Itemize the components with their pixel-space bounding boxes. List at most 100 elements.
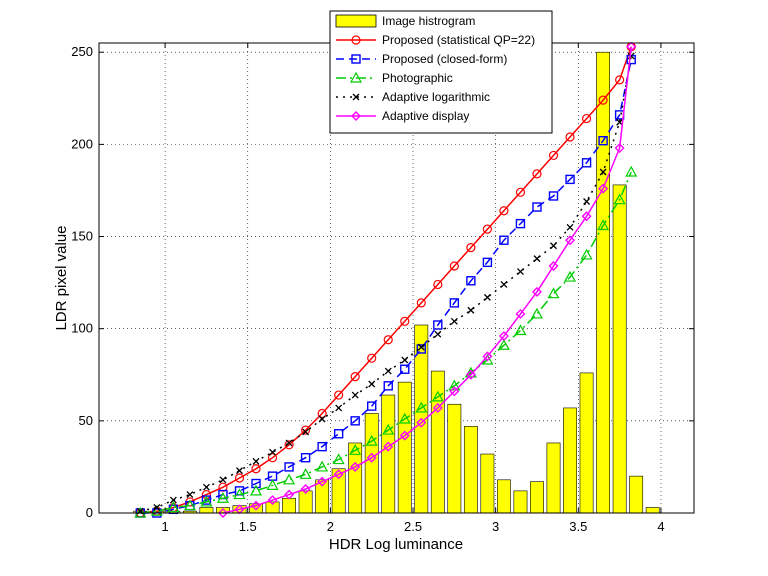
x-tick-label-5: 3.5 — [569, 519, 587, 534]
series-0-point-27 — [581, 113, 592, 124]
y-tick-label-3: 150 — [71, 229, 93, 244]
series-2-point-17 — [415, 401, 428, 413]
series-3-point-15 — [384, 367, 392, 375]
x-tick-label-0: 1 — [161, 519, 168, 534]
histogram-bar-25 — [546, 442, 561, 514]
series-3-point-24 — [533, 255, 541, 263]
series-0-point-7 — [251, 464, 261, 474]
series-3-point-1 — [153, 504, 161, 511]
series-3-point-2 — [169, 496, 177, 504]
histogram-bar-23 — [513, 490, 528, 514]
series-2-point-10 — [299, 468, 312, 479]
histogram-bar-21 — [480, 453, 495, 514]
series-0-point-9 — [284, 440, 294, 450]
series-4-point-8 — [350, 461, 361, 472]
series-3-point-27 — [583, 198, 591, 205]
series-0-point-11 — [317, 408, 327, 419]
y-tick-label-0: 0 — [86, 505, 93, 520]
series-1-point-12 — [333, 429, 344, 439]
series-0-point-20 — [466, 242, 476, 253]
series-4-point-18 — [515, 308, 526, 319]
series-2-point-22 — [497, 339, 510, 350]
series-2-point-19 — [448, 379, 461, 391]
series-0-point-29 — [615, 75, 625, 85]
legend-label-1: Proposed (statistical QP=22) — [382, 33, 535, 47]
series-0-point-16 — [400, 316, 410, 326]
series-4-point-15 — [465, 369, 476, 380]
series-1-point-24 — [532, 202, 542, 212]
histogram-bars — [133, 51, 660, 514]
series-1-point-20 — [466, 276, 476, 286]
series-0-point-24 — [532, 169, 542, 179]
x-tick-label-4: 3 — [492, 519, 499, 534]
series-2-point-7 — [249, 484, 263, 496]
histogram-bar-28 — [596, 51, 611, 514]
series-3-point-9 — [285, 439, 293, 447]
series-0-point-17 — [416, 298, 426, 308]
series-1-point-18 — [433, 320, 443, 330]
histogram-bar-9 — [282, 497, 296, 514]
x-axis-label: HDR Log luminance — [329, 536, 463, 553]
series-2-point-3 — [183, 499, 196, 511]
series-1-point-26 — [565, 174, 575, 185]
series-0-point-18 — [433, 279, 443, 290]
legend-label-5: Adaptive display — [382, 109, 469, 123]
series-4-point-25 — [626, 41, 637, 52]
series-2-point-12 — [332, 453, 345, 465]
series-4-point-21 — [565, 235, 576, 246]
series-line-2 — [140, 171, 632, 514]
histogram-bar-16 — [397, 381, 412, 514]
histogram-bar-14 — [364, 413, 379, 514]
histogram-bar-31 — [645, 507, 660, 514]
series-3-point-11 — [318, 415, 326, 423]
legend-marker-5 — [351, 111, 361, 121]
series-4-point-0 — [217, 508, 228, 518]
legend-marker-2 — [351, 54, 361, 64]
series-2-point-25 — [547, 287, 560, 299]
series-2-point-16 — [398, 412, 411, 424]
series-4-point-4 — [284, 489, 295, 500]
x-tick-label-3: 2.5 — [404, 519, 422, 534]
series-2-point-15 — [382, 423, 395, 435]
series-1-point-25 — [548, 191, 559, 201]
series-2-point-11 — [316, 460, 329, 472]
series-1-point-17 — [416, 344, 426, 354]
series-4-point-24 — [614, 143, 625, 154]
series-0-point-6 — [234, 473, 245, 483]
series-2-point-18 — [431, 390, 444, 402]
series-3-point-14 — [368, 380, 376, 388]
series-4-point-13 — [432, 402, 443, 413]
series-0-point-14 — [367, 353, 377, 363]
series-3-point-17 — [417, 343, 425, 351]
series-0-point-23 — [515, 187, 526, 197]
series-3-point-13 — [351, 391, 359, 399]
y-tick-label-1: 50 — [79, 413, 93, 428]
series-4-point-14 — [449, 386, 460, 397]
histogram-bar-27 — [579, 372, 594, 514]
series-4-point-16 — [482, 351, 493, 362]
series-2 — [134, 165, 638, 518]
series-3-point-28 — [599, 168, 607, 176]
series-0-point-8 — [267, 453, 278, 463]
series-4-point-20 — [548, 261, 559, 272]
series-4-point-10 — [383, 441, 394, 452]
y-tick-label-2: 100 — [71, 321, 93, 336]
series-4-point-12 — [416, 417, 427, 428]
series-4-point-11 — [399, 430, 410, 441]
legend-box — [329, 10, 553, 134]
series-1-point-27 — [581, 158, 592, 168]
series-1-point-15 — [383, 381, 393, 391]
series-4-point-3 — [267, 495, 278, 506]
series-3-point-5 — [219, 476, 227, 484]
series-1-point-14 — [367, 401, 377, 411]
series-2-point-26 — [564, 270, 577, 282]
series-3-point-26 — [566, 223, 574, 231]
series-4-point-17 — [498, 331, 509, 342]
series-4-point-19 — [531, 286, 542, 297]
legend: Image histrogram Proposed (statistical QP… — [329, 10, 553, 134]
series-1-point-11 — [317, 441, 327, 452]
series-0-point-15 — [383, 335, 393, 345]
legend-swatch-0 — [335, 14, 377, 28]
x-tick-label-6: 4 — [657, 519, 664, 534]
